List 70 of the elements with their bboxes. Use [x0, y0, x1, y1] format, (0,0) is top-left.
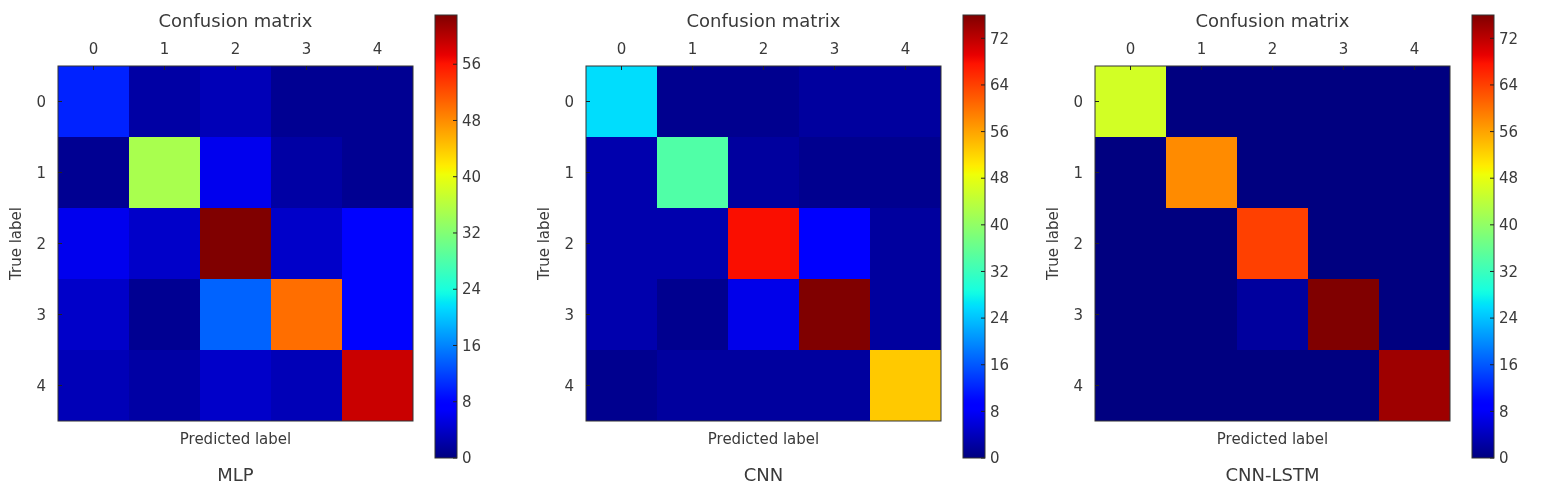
- y-tick-label: 0: [1073, 92, 1083, 111]
- color-bar-label: 0: [990, 449, 1000, 468]
- x-tick-label: 4: [900, 40, 911, 58]
- color-bar-label: 72: [1499, 29, 1519, 48]
- x-tick-label: 0: [1125, 40, 1136, 58]
- x-tick-label: 3: [829, 40, 840, 58]
- color-bar-label: 16: [462, 336, 482, 355]
- color-bar-label: 8: [462, 393, 472, 411]
- color-bar-label: 56: [990, 122, 1010, 141]
- color-bar-label: 40: [1499, 216, 1519, 235]
- color-bar-label: 56: [462, 55, 482, 74]
- y-axis-title: True label: [535, 207, 553, 281]
- color-bar-label: 72: [990, 29, 1010, 48]
- x-tick-label: 1: [159, 40, 170, 58]
- x-tick-label: 1: [1196, 40, 1207, 58]
- color-bar-label: 24: [462, 280, 482, 299]
- color-bar-label: 32: [990, 262, 1010, 281]
- color-bar-label: 8: [990, 402, 1000, 421]
- text: CNN: [743, 464, 784, 485]
- y-tick-label: 4: [564, 376, 574, 395]
- chart-title: Confusion matrix: [686, 10, 841, 31]
- color-bar-label: 48: [990, 169, 1010, 188]
- y-tick-label: 3: [36, 305, 46, 324]
- chart-title: Confusion matrix: [158, 10, 313, 31]
- color-bar-label: 48: [462, 111, 482, 130]
- y-tick-label: 3: [564, 305, 574, 324]
- color-bar-label: 0: [462, 449, 472, 468]
- color-bar-label: 48: [1499, 169, 1519, 188]
- x-axis-title: Predicted label: [179, 430, 292, 448]
- color-bar-label: 40: [990, 216, 1010, 235]
- x-tick-label: 4: [1409, 40, 1420, 58]
- x-tick-label: 2: [1267, 40, 1278, 58]
- color-bar-label: 0: [1499, 449, 1509, 468]
- color-bar-label: 24: [1499, 309, 1519, 328]
- color-bar-label: 16: [990, 355, 1010, 374]
- color-bar-label: 16: [1499, 355, 1519, 374]
- y-tick-label: 0: [36, 92, 46, 111]
- y-axis-title: True label: [7, 207, 25, 281]
- color-bar-label: 32: [1499, 262, 1519, 281]
- color-bar-label: 8: [1499, 402, 1509, 421]
- y-tick-label: 2: [1073, 234, 1083, 253]
- y-tick-label: 2: [564, 234, 574, 253]
- y-tick-label: 2: [36, 234, 46, 253]
- color-bar-label: 40: [462, 167, 482, 186]
- x-tick-label: 1: [687, 40, 698, 58]
- x-tick-label: 0: [616, 40, 627, 58]
- y-tick-label: 1: [36, 163, 46, 182]
- y-tick-label: 4: [36, 376, 46, 395]
- x-axis-title: Predicted label: [707, 430, 820, 448]
- color-bar-label: 56: [1499, 122, 1519, 141]
- x-axis-title: Predicted label: [1216, 430, 1329, 448]
- text: MLP: [217, 464, 254, 485]
- x-tick-label: 3: [1338, 40, 1349, 58]
- y-tick-label: 0: [564, 92, 574, 111]
- x-tick-label: 0: [88, 40, 99, 58]
- y-tick-label: 1: [564, 163, 574, 182]
- x-tick-label: 2: [758, 40, 769, 58]
- x-tick-label: 4: [372, 40, 383, 58]
- y-tick-label: 3: [1073, 305, 1083, 324]
- x-tick-label: 3: [301, 40, 312, 58]
- color-bar-label: 64: [1499, 76, 1519, 95]
- text: CNN-LSTM: [1225, 464, 1320, 485]
- color-bar-label: 32: [462, 224, 482, 243]
- y-axis-title: True label: [1044, 207, 1062, 281]
- chart-title: Confusion matrix: [1195, 10, 1350, 31]
- color-bar-label: 64: [990, 76, 1010, 95]
- y-tick-label: 1: [1073, 163, 1083, 182]
- color-bar-label: 24: [990, 309, 1010, 328]
- y-tick-label: 4: [1073, 376, 1083, 395]
- x-tick-label: 2: [230, 40, 241, 58]
